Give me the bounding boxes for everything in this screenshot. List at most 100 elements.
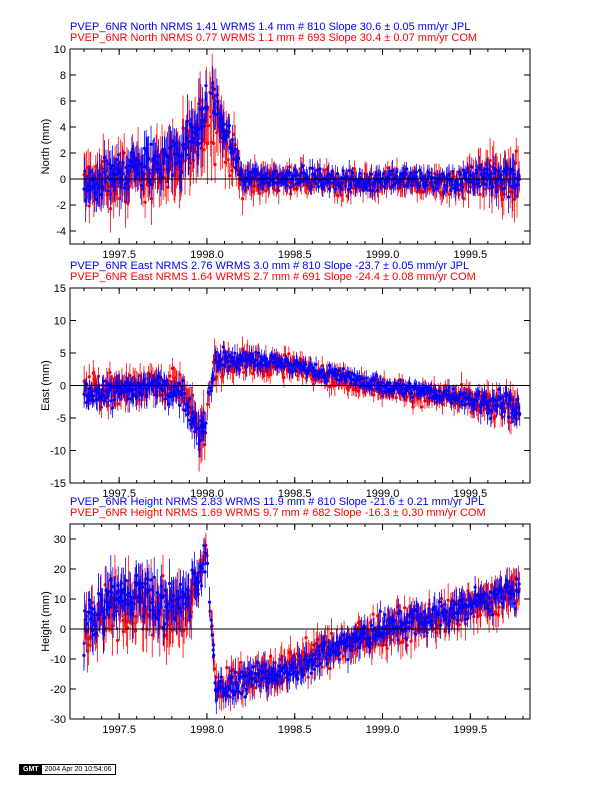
data-point [515, 411, 519, 416]
data-point [172, 143, 177, 147]
data-point [212, 141, 216, 146]
data-point [239, 169, 244, 173]
data-point [306, 370, 310, 375]
data-point [120, 178, 124, 183]
data-point [183, 408, 188, 413]
data-point [411, 405, 415, 409]
data-point [307, 180, 311, 184]
data-point [273, 181, 277, 185]
y-tick-label: 8 [60, 70, 66, 82]
data-point [296, 173, 300, 177]
data-point [485, 411, 490, 415]
data-point [386, 166, 390, 170]
data-point [308, 166, 312, 170]
data-point [203, 443, 207, 447]
data-point [256, 172, 260, 176]
data-point [331, 380, 336, 385]
data-point [324, 180, 329, 185]
data-point [186, 153, 190, 157]
data-point [361, 376, 365, 381]
chart-panel-east: PVEP_6NR East NRMS 2.76 WRMS 3.0 mm # 81… [40, 260, 531, 500]
data-point [208, 386, 212, 390]
data-point [83, 388, 87, 392]
data-point [239, 660, 243, 664]
data-point [394, 381, 398, 386]
data-point [410, 385, 414, 389]
data-point [476, 181, 480, 185]
data-point [344, 184, 348, 188]
data-point [417, 184, 421, 189]
data-point [204, 83, 208, 88]
data-point [182, 628, 186, 633]
data-point [300, 358, 304, 362]
data-point [142, 378, 146, 382]
data-point [449, 188, 453, 192]
data-point [113, 390, 117, 395]
data-point [135, 395, 139, 399]
data-point [164, 397, 168, 401]
data-point [445, 184, 449, 188]
data-point [465, 387, 469, 392]
data-point [364, 376, 368, 380]
y-tick-label: -10 [50, 446, 66, 458]
data-point [104, 396, 108, 400]
data-point [98, 173, 102, 177]
data-point [490, 409, 494, 413]
data-point [460, 403, 464, 407]
x-tick-label: 1999.5 [453, 249, 487, 261]
data-point [331, 181, 335, 185]
data-point [93, 389, 97, 393]
data-point [87, 375, 91, 379]
data-point [134, 614, 138, 619]
data-point [483, 395, 487, 399]
data-point [102, 379, 106, 383]
data-layer [82, 336, 522, 472]
data-point [141, 173, 145, 177]
data-point [240, 348, 245, 352]
data-point [333, 373, 337, 377]
data-point [351, 170, 355, 175]
data-point [431, 185, 435, 189]
data-point [230, 138, 234, 142]
data-point [187, 418, 191, 422]
data-point [139, 183, 143, 188]
data-point [268, 360, 272, 364]
data-point [111, 386, 115, 390]
data-point [408, 381, 412, 385]
data-point [318, 167, 322, 171]
data-point [445, 397, 449, 401]
data-point [161, 574, 165, 578]
data-point [112, 398, 116, 402]
data-point [322, 168, 326, 172]
data-point [507, 178, 511, 183]
data-point [244, 353, 248, 357]
data-point [121, 161, 125, 165]
data-point [280, 357, 284, 361]
data-point [254, 350, 258, 354]
data-point [242, 370, 246, 374]
data-point [213, 162, 217, 167]
data-point [311, 365, 315, 370]
data-point [382, 391, 386, 395]
data-point [287, 352, 291, 356]
y-tick-label: 15 [54, 283, 66, 295]
data-point [514, 149, 518, 153]
data-point [458, 172, 462, 177]
data-point [92, 399, 96, 403]
data-point [128, 620, 132, 625]
data-point [205, 141, 209, 145]
data-point [330, 169, 334, 173]
data-point [232, 150, 236, 154]
data-point [257, 351, 261, 355]
data-point [477, 390, 481, 394]
data-point [469, 398, 473, 402]
data-point [374, 373, 378, 377]
data-point [420, 405, 424, 409]
data-point [315, 168, 320, 172]
data-point [214, 375, 218, 379]
data-point [321, 368, 325, 372]
chart-title-line: PVEP_6NR Height NRMS 1.69 WRMS 9.7 mm # … [70, 507, 486, 519]
data-point [293, 168, 297, 172]
data-point [341, 367, 345, 371]
data-point [103, 398, 107, 403]
